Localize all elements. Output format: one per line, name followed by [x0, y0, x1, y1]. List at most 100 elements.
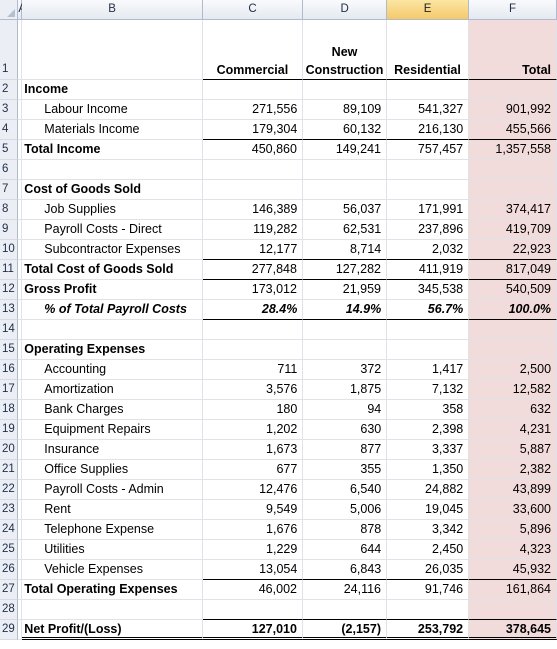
row-label-cell[interactable]: Operating Expenses [22, 340, 203, 360]
row-label-cell[interactable]: Amortization [22, 380, 204, 400]
cell-total[interactable]: 22,923 [469, 240, 557, 260]
cell-total[interactable]: 43,899 [469, 480, 557, 500]
row-header[interactable]: 27 [0, 580, 19, 600]
cell-residential[interactable]: 26,035 [387, 560, 470, 580]
cell[interactable] [18, 280, 23, 300]
cell-total[interactable]: 455,566 [469, 120, 557, 140]
cell-commercial[interactable]: 1,673 [203, 440, 304, 460]
cell-total[interactable]: 632 [469, 400, 557, 420]
cell[interactable] [18, 440, 23, 460]
row-label-cell[interactable]: Payroll Costs - Admin [22, 480, 204, 500]
header-total[interactable]: Total [469, 20, 557, 80]
row-header[interactable]: 6 [0, 160, 19, 180]
row-label-cell[interactable]: Materials Income [22, 120, 204, 140]
cell-residential[interactable]: 2,450 [387, 540, 470, 560]
column-header-d[interactable]: D [303, 0, 388, 20]
row-label-cell[interactable]: % of Total Payroll Costs [22, 300, 204, 320]
cell-commercial[interactable] [202, 320, 303, 340]
cell-commercial[interactable]: 3,576 [203, 380, 304, 400]
cell[interactable] [18, 220, 23, 240]
cell-residential[interactable]: 91,746 [387, 580, 470, 600]
cell-total[interactable]: 901,992 [469, 100, 557, 120]
row-label-cell[interactable]: Job Supplies [22, 200, 204, 220]
cell-total[interactable]: 33,600 [469, 500, 557, 520]
cell-residential[interactable]: 1,417 [387, 360, 470, 380]
cell-new-construction[interactable]: 878 [303, 520, 388, 540]
row-header[interactable]: 5 [0, 140, 19, 160]
cell-new-construction[interactable]: 21,959 [302, 280, 387, 300]
cell-new-construction[interactable]: 644 [303, 540, 388, 560]
column-header-a[interactable]: A [18, 0, 26, 20]
cell-total[interactable]: 378,645 [469, 620, 557, 640]
cell-commercial[interactable]: 173,012 [202, 280, 303, 300]
row-label-cell[interactable]: Equipment Repairs [22, 420, 204, 440]
cell-residential[interactable]: 3,337 [387, 440, 470, 460]
cell-new-construction[interactable]: 94 [303, 400, 388, 420]
cell-new-construction[interactable] [302, 180, 387, 200]
cell-residential[interactable]: 757,457 [387, 140, 470, 160]
cell-commercial[interactable]: 179,304 [203, 120, 304, 140]
cell-total[interactable]: 45,932 [469, 560, 557, 580]
row-header[interactable]: 25 [0, 540, 19, 560]
cell-total[interactable]: 161,864 [469, 580, 557, 600]
cell-new-construction[interactable]: 5,006 [303, 500, 388, 520]
cell-residential[interactable] [387, 160, 470, 180]
cell-residential[interactable]: 171,991 [387, 200, 470, 220]
row-header[interactable]: 15 [0, 340, 19, 360]
cell[interactable] [18, 400, 23, 420]
row-header[interactable]: 28 [0, 600, 19, 620]
row-label-cell[interactable]: Subcontractor Expenses [22, 240, 204, 260]
cell[interactable] [18, 260, 23, 280]
cell-new-construction[interactable]: 62,531 [303, 220, 388, 240]
cell-residential[interactable]: 216,130 [387, 120, 470, 140]
cell-commercial[interactable]: 13,054 [203, 560, 304, 580]
cell-residential[interactable]: 411,919 [387, 260, 470, 280]
row-header[interactable]: 19 [0, 420, 19, 440]
cell-total[interactable]: 374,417 [469, 200, 557, 220]
row-header[interactable]: 24 [0, 520, 19, 540]
column-header-b[interactable]: B [22, 0, 203, 20]
cell-commercial[interactable]: 119,282 [203, 220, 304, 240]
row-label-cell[interactable]: Office Supplies [22, 460, 204, 480]
row-header[interactable]: 10 [0, 240, 19, 260]
cell-new-construction[interactable]: 1,875 [303, 380, 388, 400]
cell[interactable] [18, 200, 23, 220]
cell-commercial[interactable] [202, 80, 303, 100]
row-label-cell[interactable]: Utilities [22, 540, 204, 560]
row-label-cell[interactable]: Bank Charges [22, 400, 204, 420]
row-header[interactable]: 9 [0, 220, 19, 240]
cell[interactable] [18, 80, 23, 100]
cell-commercial[interactable] [202, 340, 303, 360]
row-header[interactable]: 2 [0, 80, 19, 100]
row-label-cell[interactable] [22, 600, 203, 620]
cell[interactable] [18, 500, 23, 520]
cell-residential[interactable]: 3,342 [387, 520, 470, 540]
row-label-cell[interactable]: Total Operating Expenses [22, 580, 203, 600]
cell-residential[interactable] [387, 320, 470, 340]
cell-residential[interactable]: 237,896 [387, 220, 470, 240]
cell-residential[interactable]: 7,132 [387, 380, 470, 400]
cell-commercial[interactable]: 12,177 [203, 240, 304, 260]
cell[interactable] [18, 340, 23, 360]
cell-new-construction[interactable]: 56,037 [303, 200, 388, 220]
cell[interactable] [22, 20, 203, 80]
cell-total[interactable] [469, 600, 557, 620]
cell-commercial[interactable]: 277,848 [202, 260, 303, 280]
cell-total[interactable] [469, 160, 557, 180]
cell-commercial[interactable]: 711 [203, 360, 304, 380]
cell-residential[interactable]: 345,538 [387, 280, 470, 300]
cell-commercial[interactable]: 450,860 [202, 140, 303, 160]
cell[interactable] [18, 20, 23, 80]
row-label-cell[interactable]: Net Profit/(Loss) [22, 620, 203, 640]
cell-total[interactable]: 419,709 [469, 220, 557, 240]
row-label-cell[interactable]: Cost of Goods Sold [22, 180, 203, 200]
cell[interactable] [18, 460, 23, 480]
cell-commercial[interactable]: 1,676 [203, 520, 304, 540]
cell-commercial[interactable]: 1,229 [203, 540, 304, 560]
row-header[interactable]: 18 [0, 400, 19, 420]
cell-commercial[interactable]: 9,549 [203, 500, 304, 520]
cell-new-construction[interactable]: 24,116 [302, 580, 387, 600]
row-header[interactable]: 14 [0, 320, 19, 340]
cell-commercial[interactable]: 1,202 [203, 420, 304, 440]
cell[interactable] [18, 160, 23, 180]
